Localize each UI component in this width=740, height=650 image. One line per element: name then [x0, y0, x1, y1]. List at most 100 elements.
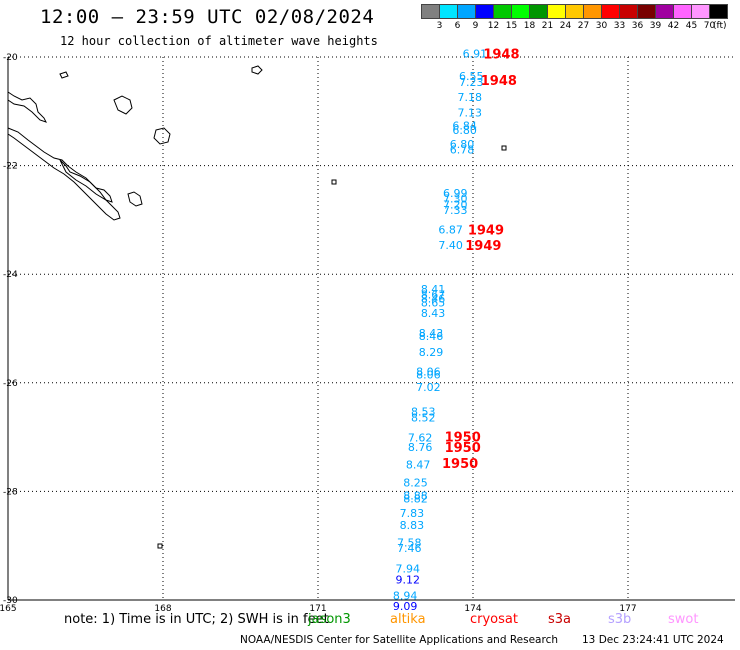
- matthew-island: [501, 145, 507, 151]
- scale-label: 21: [541, 21, 554, 31]
- scale-label: 36: [631, 21, 644, 31]
- scale-unit: (ft): [713, 21, 727, 31]
- lat-tick-label: -26: [3, 379, 18, 389]
- lon-tick-label: 165: [0, 604, 17, 614]
- wave-height-label: 8.41: [421, 283, 446, 296]
- wave-height-label: 6.99: [443, 187, 468, 200]
- time-tag-label: 1949: [465, 239, 501, 254]
- scale-label: 3: [436, 21, 443, 31]
- wave-height-label: 8.53: [411, 406, 436, 419]
- wave-height-label: 7.18: [458, 91, 483, 104]
- wave-height-label: 8.46: [421, 293, 446, 306]
- walpole-reef: [251, 65, 263, 75]
- wave-height-label: 7.40: [438, 239, 463, 252]
- wave-height-label: 8.52: [411, 412, 436, 425]
- map-subtitle: 12 hour collection of altimeter wave hei…: [60, 34, 378, 48]
- lat-tick-label: -24: [3, 270, 18, 280]
- scale-label: 15: [505, 21, 518, 31]
- wave-height-label: 7.13: [458, 106, 483, 119]
- lon-tick-label: 168: [154, 604, 171, 614]
- wave-height-label: 8.94: [393, 590, 418, 603]
- scale-label: 12: [487, 21, 500, 31]
- satellite-legend-item: cryosat: [470, 612, 518, 627]
- wave-height-label: 8.25: [403, 477, 428, 490]
- wave-height-label: 8.06: [416, 365, 441, 378]
- scale-label: 42: [667, 21, 680, 31]
- lat-tick-label: -30: [3, 596, 18, 606]
- color-scale-swatches: [421, 4, 728, 19]
- note-text: note: 1) Time is in UTC; 2) SWH is in fe…: [64, 612, 329, 627]
- wave-height-label: 7.02: [416, 381, 441, 394]
- scale-label: 39: [649, 21, 662, 31]
- wave-height-label: 8.65: [421, 296, 446, 309]
- wave-height-label: 7.33: [443, 204, 468, 217]
- grande-terre-inner: [59, 159, 113, 203]
- wave-height-label: 6.84: [452, 119, 477, 132]
- wave-height-label: 9.09: [393, 600, 418, 613]
- lat-tick-label: -22: [3, 162, 18, 172]
- footer-credit: NOAA/NESDIS Center for Satellite Applica…: [240, 634, 558, 646]
- wave-height-label: 6.55: [459, 70, 484, 83]
- ouvea: [113, 95, 133, 115]
- scale-label: 9: [472, 21, 479, 31]
- graticule: 165 168 171 174 177 -20 -22 -24 -26 -28 -30: [0, 53, 735, 614]
- satellite-legend-item: swot: [668, 612, 699, 627]
- wave-height-label: 6.91: [463, 48, 488, 61]
- scale-label: 24: [559, 21, 572, 31]
- wave-height-label: 7.58: [397, 536, 422, 549]
- scale-label: 18: [523, 21, 536, 31]
- ile-des-pins: [127, 191, 143, 207]
- wave-height-label: 8.76: [408, 441, 433, 454]
- scale-swatch: [709, 4, 728, 19]
- time-tag-label: 1950: [445, 441, 481, 456]
- wave-height-label: 7.46: [397, 542, 422, 555]
- time-tag-label: 1948: [481, 74, 517, 89]
- wave-height-label: 7.23: [459, 76, 484, 89]
- satellite-legend-item: s3b: [608, 612, 632, 627]
- wave-height-label: 9.12: [396, 573, 421, 586]
- small-islet-1: [59, 71, 69, 79]
- wave-height-label: 8.67: [421, 288, 446, 301]
- satellite-legend-item: altika: [390, 612, 426, 627]
- lon-tick-label: 177: [619, 604, 636, 614]
- time-tag-label: 1948: [483, 48, 519, 63]
- footer-timestamp: 13 Dec 23:24:41 UTC 2024: [582, 634, 724, 646]
- grande-terre-coast: [7, 127, 121, 221]
- wave-height-label: 8.83: [400, 519, 425, 532]
- lifou: [153, 127, 171, 145]
- wave-height-label: 6.78: [450, 143, 475, 156]
- wave-height-label: 6.80: [452, 124, 477, 137]
- time-tag-label: 1950: [442, 457, 478, 472]
- color-scale: [421, 4, 728, 19]
- lon-tick-label: 174: [464, 604, 481, 614]
- wave-height-label: 7.94: [396, 563, 421, 576]
- scale-label: 33: [613, 21, 626, 31]
- wave-height-label: 8.88: [403, 490, 428, 503]
- coastlines: [7, 65, 507, 549]
- time-tag-label: 1950: [445, 431, 481, 446]
- wave-height-label: 7.20: [443, 199, 468, 212]
- scale-label: 27: [577, 21, 590, 31]
- lat-tick-label: -28: [3, 487, 18, 497]
- wave-height-label: 8.29: [419, 346, 444, 359]
- wave-height-label: 7.62: [408, 432, 433, 445]
- color-scale-labels: 3 6 9 12 15 18 21 24 27 30 33 36 39 42 45 70: [421, 21, 740, 33]
- hunter-island: [331, 179, 337, 185]
- wave-height-label: 8.82: [403, 492, 428, 505]
- norfolk-island: [157, 543, 163, 549]
- wave-height-label: 6.80: [450, 138, 475, 151]
- time-tag-label: 1949: [468, 224, 504, 239]
- map-frame: [7, 57, 735, 601]
- new-caledonia-coast: [7, 91, 47, 123]
- scale-label: 45: [685, 21, 698, 31]
- scale-label: 70: [703, 21, 716, 31]
- satellite-legend-item: jason3: [308, 612, 351, 627]
- wave-height-label: 8.06: [416, 369, 441, 382]
- wave-height-label: 8.43: [419, 327, 444, 340]
- wave-height-label: 6.87: [438, 224, 463, 237]
- wave-height-label: 7.83: [400, 507, 425, 520]
- wave-height-label: 8.43: [421, 307, 446, 320]
- wave-height-label: 8.46: [419, 330, 444, 343]
